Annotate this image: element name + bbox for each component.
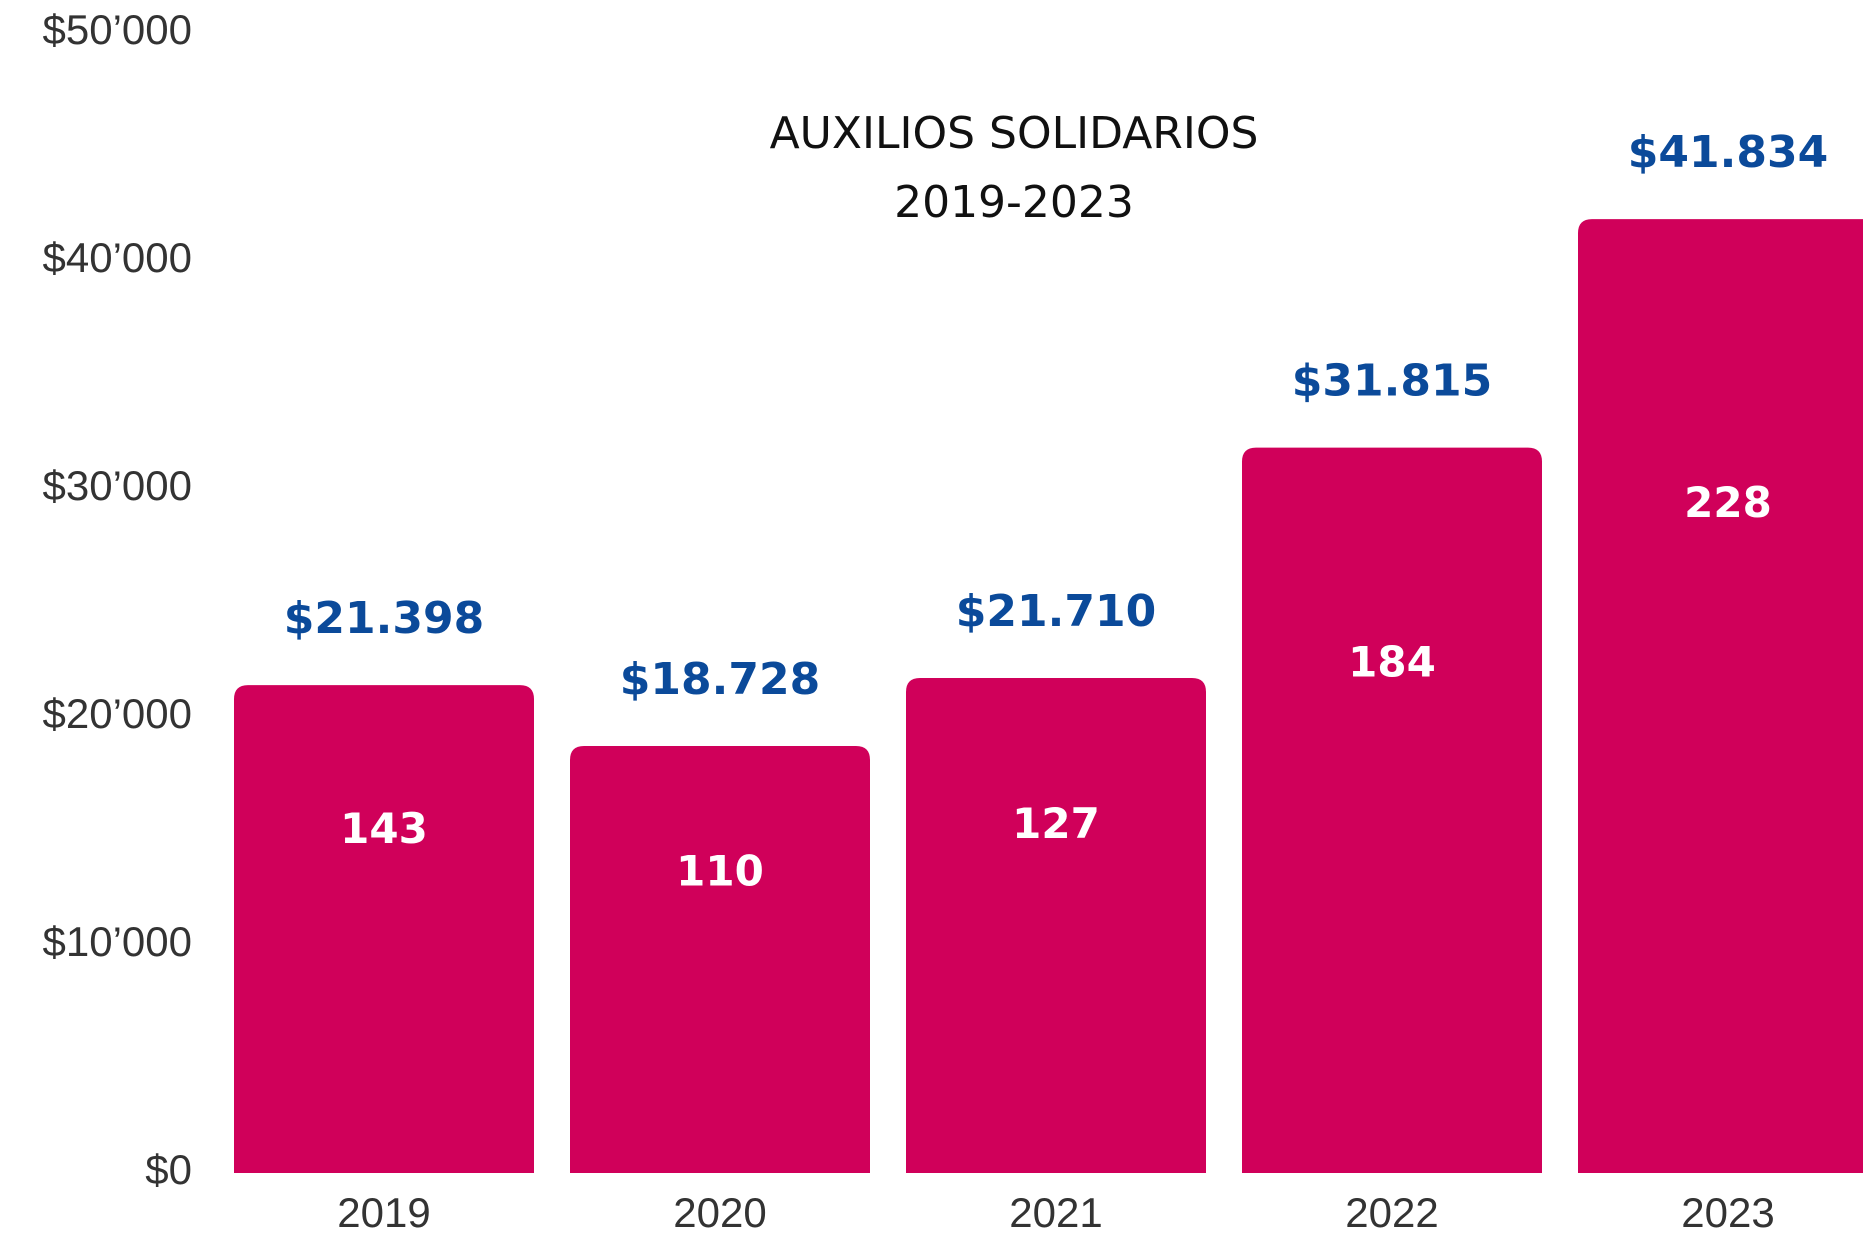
value-label: $21.398	[284, 593, 484, 644]
y-tick-label: $10’000	[43, 918, 192, 965]
x-tick-label: 2023	[1681, 1189, 1774, 1236]
y-tick-label: $0	[145, 1146, 192, 1193]
bar	[1242, 447, 1542, 1173]
bar	[570, 746, 870, 1173]
count-label: 143	[340, 804, 428, 853]
y-tick-label: $40’000	[43, 234, 192, 281]
y-tick-label: $30’000	[43, 462, 192, 509]
x-tick-label: 2019	[337, 1189, 430, 1236]
bar	[1578, 219, 1863, 1173]
count-label: 184	[1348, 638, 1436, 687]
y-tick-label: $50’000	[43, 6, 192, 53]
count-label: 110	[676, 847, 764, 896]
value-label: $41.834	[1628, 127, 1828, 178]
x-tick-label: 2022	[1345, 1189, 1438, 1236]
x-tick-label: 2020	[673, 1189, 766, 1236]
count-label: 127	[1012, 799, 1100, 848]
x-tick-label: 2021	[1009, 1189, 1102, 1236]
value-label: $18.728	[620, 654, 820, 705]
bar	[234, 685, 534, 1173]
count-label: 228	[1684, 478, 1772, 527]
bar	[906, 678, 1206, 1173]
value-label: $21.710	[956, 586, 1156, 637]
value-label: $31.815	[1292, 356, 1492, 407]
y-tick-label: $20’000	[43, 690, 192, 737]
chart-subtitle: 2019-2023	[894, 177, 1134, 228]
chart-title: AUXILIOS SOLIDARIOS	[770, 108, 1259, 159]
